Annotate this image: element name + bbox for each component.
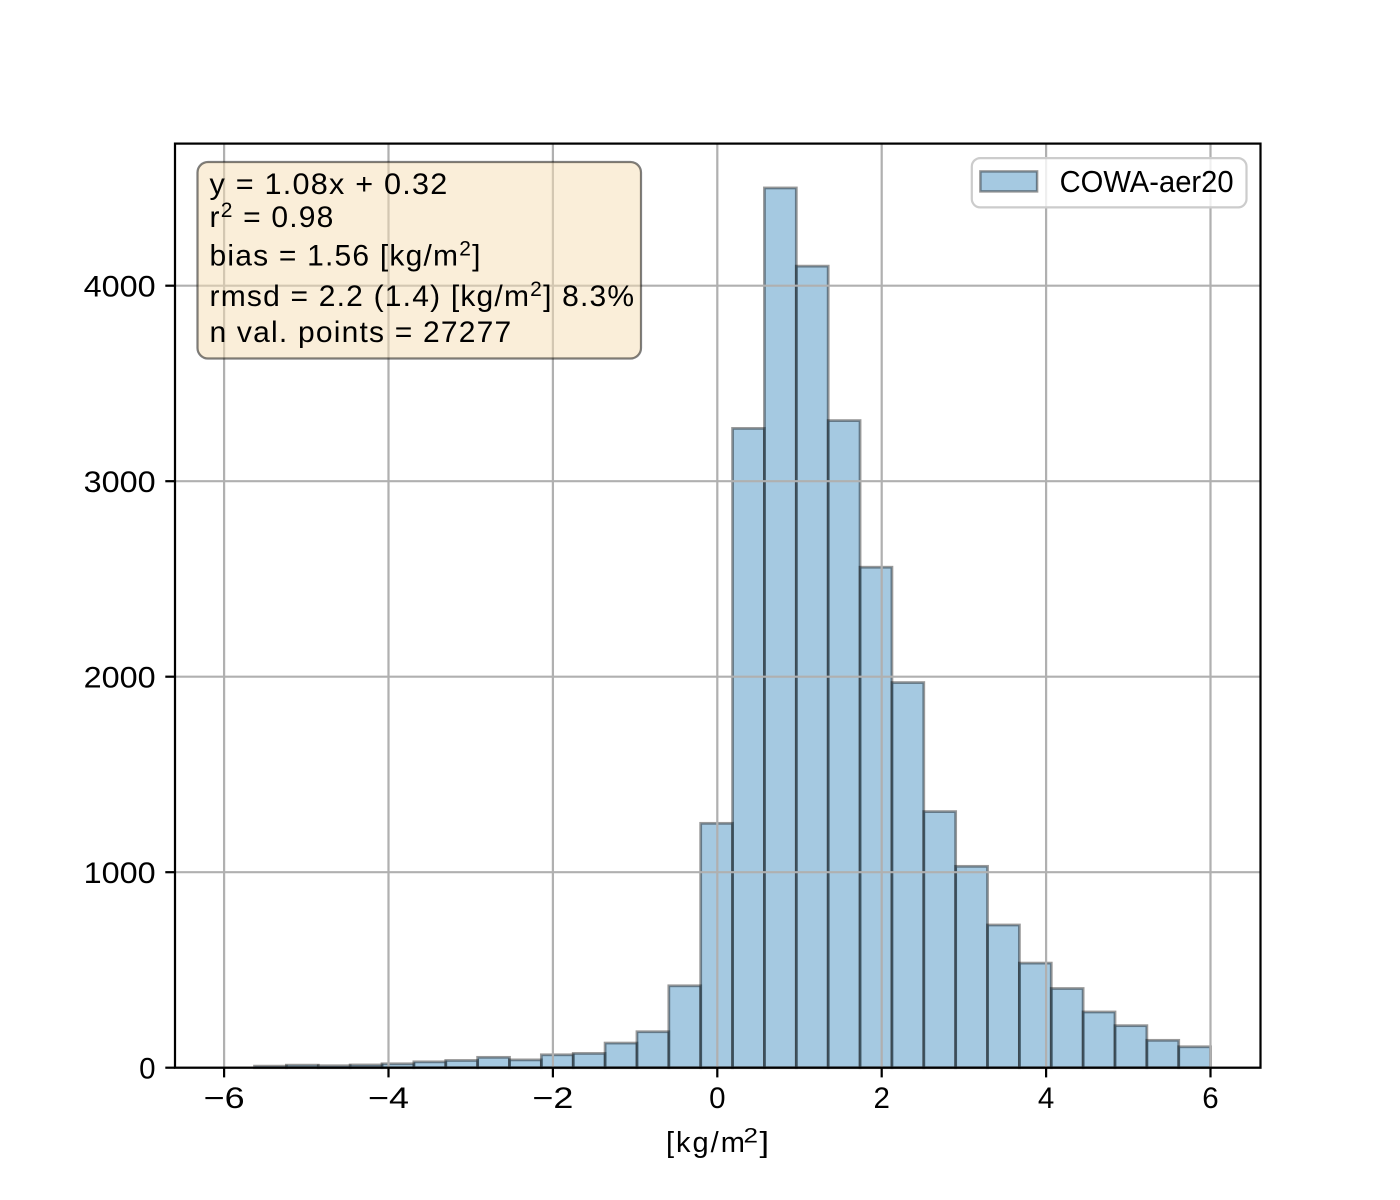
- svg-text:y = 1.08x + 0.32: y = 1.08x + 0.32: [210, 168, 449, 201]
- svg-text:−2: −2: [532, 1082, 573, 1115]
- svg-text:[kg/m: [kg/m: [666, 1127, 747, 1159]
- svg-text:3000: 3000: [84, 466, 156, 499]
- svg-text:1000: 1000: [84, 857, 156, 890]
- svg-text:4000: 4000: [84, 270, 156, 303]
- svg-text:2: 2: [744, 1125, 759, 1148]
- svg-text:2000: 2000: [84, 661, 156, 694]
- svg-text:rmsd = 2.2 (1.4) [kg/m2] 8.3%: rmsd = 2.2 (1.4) [kg/m2] 8.3%: [210, 278, 636, 313]
- svg-text:4: 4: [1038, 1082, 1054, 1115]
- svg-text:6: 6: [1202, 1082, 1218, 1115]
- svg-text:0: 0: [139, 1052, 155, 1085]
- svg-text:n val. points = 27277: n val. points = 27277: [210, 316, 513, 349]
- svg-text:−6: −6: [204, 1082, 245, 1115]
- svg-text:2: 2: [873, 1082, 889, 1115]
- svg-text:−4: −4: [368, 1082, 409, 1115]
- svg-text:bias = 1.56 [kg/m2]: bias = 1.56 [kg/m2]: [210, 238, 482, 273]
- svg-text:COWA-aer20: COWA-aer20: [1060, 164, 1234, 199]
- svg-text:0: 0: [709, 1082, 725, 1115]
- svg-text:]: ]: [760, 1127, 770, 1159]
